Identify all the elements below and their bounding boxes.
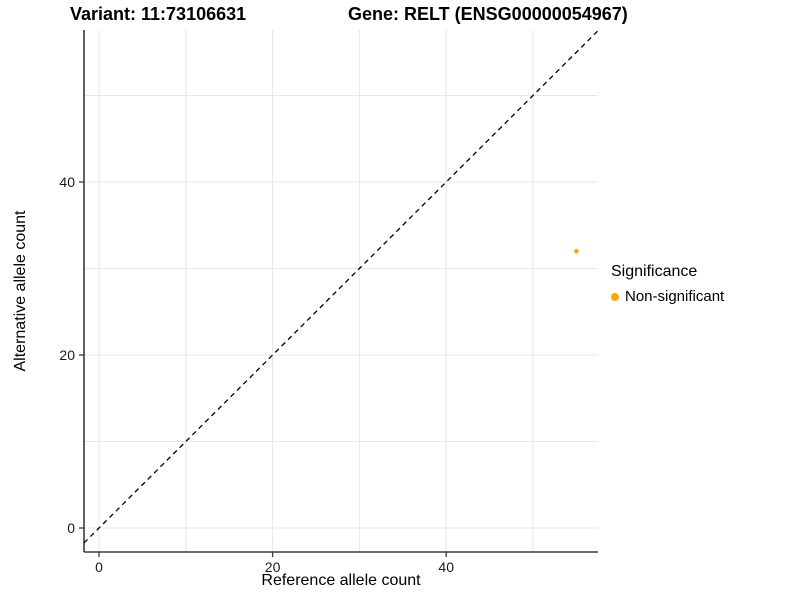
y-tick-label: 0 xyxy=(67,520,75,536)
data-point xyxy=(574,248,579,254)
legend-item-label: Non-significant xyxy=(625,288,725,305)
y-axis-title: Alternative allele count xyxy=(12,210,29,372)
x-axis-title: Reference allele count xyxy=(261,572,421,589)
plot-title-variant: Variant: 11:73106631 xyxy=(70,4,247,24)
x-tick-label: 20 xyxy=(265,559,281,575)
legend-title: Significance xyxy=(611,263,698,280)
legend-point-icon xyxy=(611,292,619,301)
y-tick-label: 20 xyxy=(59,347,75,363)
legend-item-non-significant: Non-significant xyxy=(611,288,724,305)
plot-title-gene: Gene: RELT (ENSG00000054967) xyxy=(348,4,628,24)
y-tick-label: 40 xyxy=(59,174,75,190)
legend: Significance Non-significant xyxy=(611,263,724,305)
x-tick-label: 0 xyxy=(95,559,103,575)
identity-reference-line xyxy=(83,30,599,544)
x-tick-label: 40 xyxy=(438,559,454,575)
